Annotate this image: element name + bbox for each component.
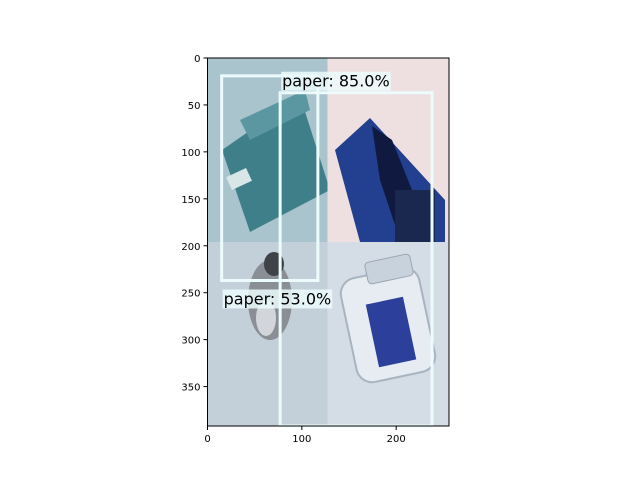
envelope-shape (222, 96, 330, 232)
y-tick-label: 300 (181, 336, 200, 347)
dark-object-base (395, 190, 435, 242)
photo-image (207, 58, 449, 426)
foil-highlight (256, 300, 276, 336)
x-tick-label: 0 (204, 434, 210, 445)
detection-label-2: paper: 53.0% (224, 289, 332, 308)
axes-frame (207, 57, 450, 427)
detections-layer: paper: 85.0% paper: 53.0% (220, 71, 434, 428)
y-tick-label: 100 (181, 148, 200, 159)
detection-label-bg-2 (222, 289, 333, 309)
detection-label-1: paper: 85.0% (282, 72, 390, 91)
y-tick-label: 200 (181, 242, 200, 253)
y-tick-label: 350 (181, 383, 200, 394)
y-tick-label: 0 (194, 54, 200, 65)
x-tick-label: 200 (387, 434, 406, 445)
y-tick-label: 150 (181, 195, 200, 206)
y-tick-label: 50 (188, 101, 201, 112)
detection-label-bg-1 (281, 71, 391, 91)
envelope-highlight (240, 90, 310, 140)
x-tick-label: 100 (292, 434, 311, 445)
detection-box-2 (220, 74, 320, 282)
envelope-label (226, 168, 252, 190)
jar-lid (364, 253, 414, 285)
axis-ticks: 0 100 200 0 50 100 150 200 250 300 350 (181, 54, 405, 445)
y-tick-label: 250 (181, 289, 200, 300)
jar-label (365, 296, 417, 368)
